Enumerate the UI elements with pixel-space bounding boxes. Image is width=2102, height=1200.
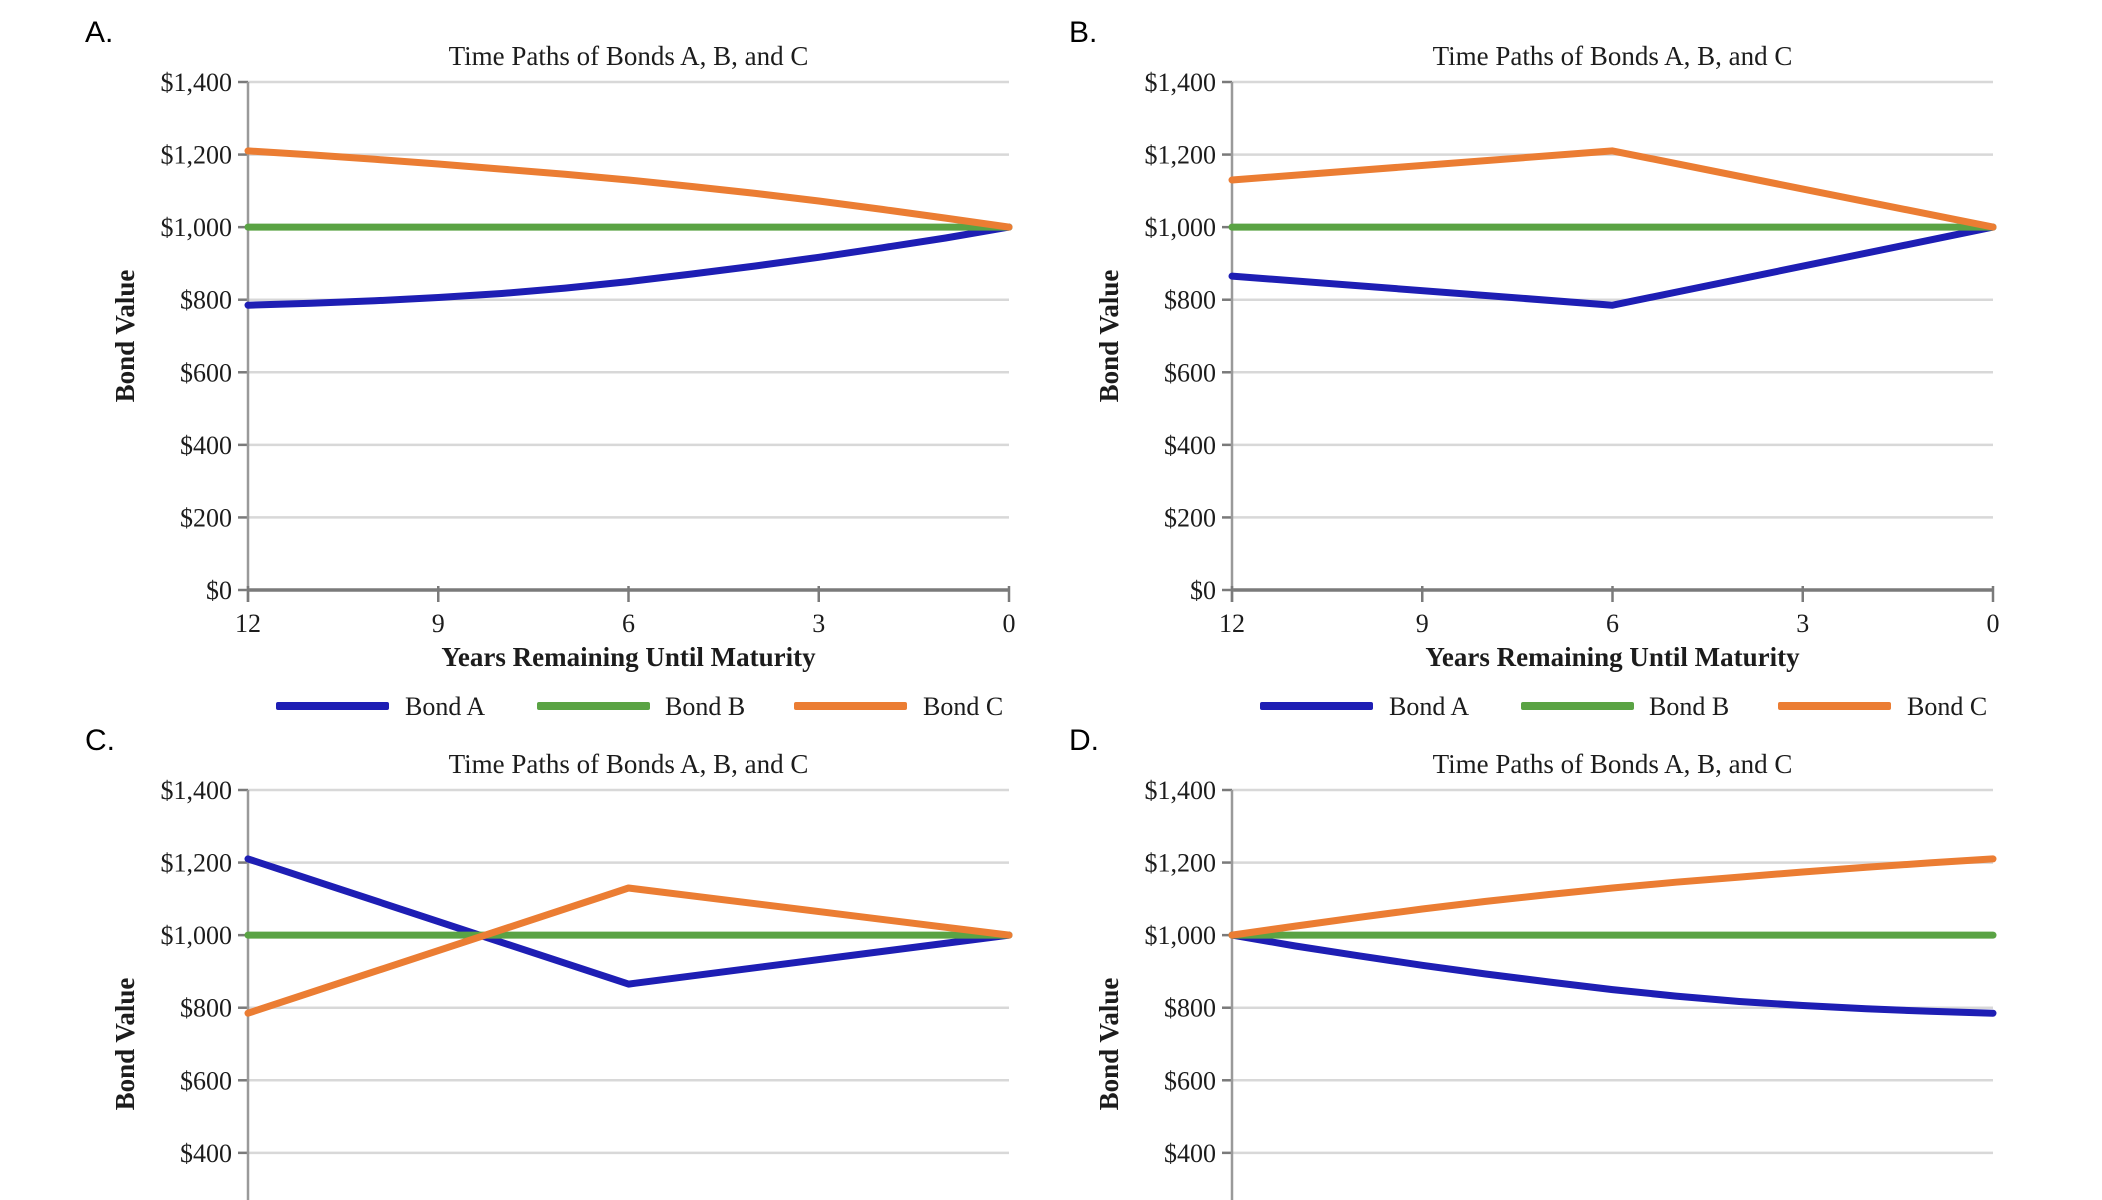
series-line-bond-c: [244, 884, 1013, 1017]
y-tick-label: $1,000: [161, 921, 233, 950]
bond-time-path-chart-d: Time Paths of Bonds A, B, and C $1,400 $1,…: [1094, 749, 1997, 1200]
legend-label: Bond C: [1907, 692, 1987, 721]
x-tick-label: 0: [1987, 609, 2000, 638]
series-line-bond-c: [1228, 147, 1997, 231]
y-tick-label: $600: [1164, 1066, 1216, 1095]
chart-panel-c: C. Time Paths of Bonds A, B, and C $1,400…: [55, 716, 1045, 1200]
y-tick-label: $200: [1164, 503, 1216, 532]
x-tick-label: 9: [432, 609, 445, 638]
y-tick-label: $800: [180, 994, 232, 1023]
y-tick-label: $1,200: [1145, 141, 1217, 170]
series-line-bond-c: [1228, 855, 1997, 939]
y-tick-label: $800: [1164, 286, 1216, 315]
x-tick-label: 3: [812, 609, 825, 638]
panel-label-c: C.: [85, 724, 115, 757]
y-tick-label: $400: [1164, 431, 1216, 460]
series-line-bond-a: [1228, 931, 1997, 1017]
legend-label: Bond A: [405, 692, 485, 721]
y-tick-label: $1,000: [1145, 213, 1217, 242]
y-tick-label: $800: [180, 286, 232, 315]
legend-swatch-bond-a: [1260, 702, 1373, 710]
y-axis-title: Bond Value: [1094, 270, 1124, 403]
x-tick-label: 12: [235, 609, 261, 638]
x-tick-label: 6: [1606, 609, 1619, 638]
legend-label: Bond B: [1649, 692, 1729, 721]
chart-title: Time Paths of Bonds A, B, and C: [1433, 41, 1793, 71]
panel-label-d: D.: [1069, 724, 1099, 757]
legend-label: Bond B: [665, 692, 745, 721]
y-tick-label: $1,000: [1145, 921, 1217, 950]
x-tick-label: 0: [1003, 609, 1016, 638]
y-tick-label: $1,200: [1145, 849, 1217, 878]
y-tick-label: $1,400: [161, 776, 233, 805]
panel-label-a: A.: [85, 16, 114, 49]
chart-panel-b: B. Time Paths of Bonds A, B, and C $1,400…: [1039, 8, 2029, 721]
legend-swatch-bond-a: [276, 702, 389, 710]
x-tick-label: 3: [1796, 609, 1809, 638]
legend-swatch-bond-b: [1521, 702, 1634, 710]
x-tick-label: 9: [1416, 609, 1429, 638]
chart-panel-d: D. Time Paths of Bonds A, B, and C $1,400…: [1039, 716, 2029, 1200]
legend-swatch-bond-c: [1778, 702, 1891, 710]
bond-time-path-chart-a: Time Paths of Bonds A, B, and C $1,400 $1,…: [110, 41, 1016, 721]
y-axis-title: Bond Value: [1094, 978, 1124, 1111]
series-line-bond-a: [244, 223, 1013, 309]
x-tick-label: 6: [622, 609, 635, 638]
y-tick-label: $600: [180, 1066, 232, 1095]
y-axis-title: Bond Value: [110, 978, 140, 1111]
y-tick-label: $400: [180, 431, 232, 460]
y-tick-label: $1,400: [161, 68, 233, 97]
panel-label-b: B.: [1069, 16, 1098, 49]
y-tick-label: $1,400: [1145, 776, 1217, 805]
bond-time-path-chart-b: Time Paths of Bonds A, B, and C $1,400 $1,…: [1094, 41, 2000, 721]
chart-title: Time Paths of Bonds A, B, and C: [1433, 749, 1793, 779]
x-axis-title: Years Remaining Until Maturity: [1425, 642, 1800, 672]
y-tick-label: $0: [206, 576, 232, 605]
y-tick-label: $600: [1164, 358, 1216, 387]
y-tick-label: $1,200: [161, 849, 233, 878]
series-line-bond-a: [1228, 223, 1997, 309]
x-tick-label: 12: [1219, 609, 1245, 638]
legend-swatch-bond-c: [794, 702, 907, 710]
y-tick-label: $1,000: [161, 213, 233, 242]
legend-label: Bond A: [1389, 692, 1469, 721]
chart-title: Time Paths of Bonds A, B, and C: [449, 41, 809, 71]
legend-swatch-bond-b: [537, 702, 650, 710]
bond-time-path-chart-c: Time Paths of Bonds A, B, and C $1,400 $1,…: [110, 749, 1013, 1200]
y-tick-label: $0: [1190, 576, 1216, 605]
chart-title: Time Paths of Bonds A, B, and C: [449, 749, 809, 779]
x-axis-title: Years Remaining Until Maturity: [441, 642, 816, 672]
series-line-bond-c: [244, 147, 1013, 231]
y-tick-label: $200: [180, 503, 232, 532]
y-tick-label: $600: [180, 358, 232, 387]
y-tick-label: $1,200: [161, 141, 233, 170]
y-tick-label: $400: [180, 1139, 232, 1168]
series-line-bond-a: [244, 855, 1013, 988]
chart-panel-a: A. Time Paths of Bonds A, B, and C $1,400…: [55, 8, 1045, 721]
y-axis-title: Bond Value: [110, 270, 140, 403]
y-tick-label: $800: [1164, 994, 1216, 1023]
y-tick-label: $400: [1164, 1139, 1216, 1168]
legend-label: Bond C: [923, 692, 1003, 721]
y-tick-label: $1,400: [1145, 68, 1217, 97]
